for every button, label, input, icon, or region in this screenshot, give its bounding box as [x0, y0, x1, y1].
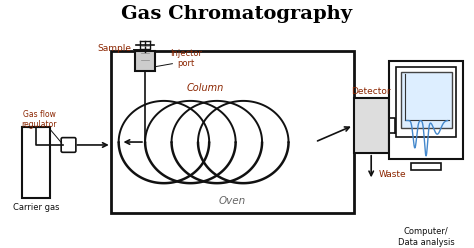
Text: Gas Chromatography: Gas Chromatography — [121, 5, 353, 23]
FancyBboxPatch shape — [61, 138, 76, 152]
Bar — [110, 51, 354, 213]
Bar — [22, 127, 50, 198]
Text: Sample: Sample — [97, 44, 131, 54]
Bar — [354, 98, 389, 153]
Bar — [396, 67, 456, 137]
Text: Detector: Detector — [351, 87, 391, 95]
Bar — [401, 71, 452, 128]
Text: Waste: Waste — [379, 170, 407, 179]
Text: Gas flow
regulator: Gas flow regulator — [21, 110, 57, 129]
Bar — [135, 51, 155, 70]
Text: Carrier gas: Carrier gas — [13, 203, 59, 212]
Text: Computer/
Data analysis: Computer/ Data analysis — [398, 227, 455, 247]
Bar — [411, 163, 441, 170]
Bar — [389, 61, 463, 159]
Text: Oven: Oven — [219, 196, 246, 206]
Text: Column: Column — [187, 83, 224, 93]
Text: Injector
port: Injector port — [170, 49, 202, 68]
